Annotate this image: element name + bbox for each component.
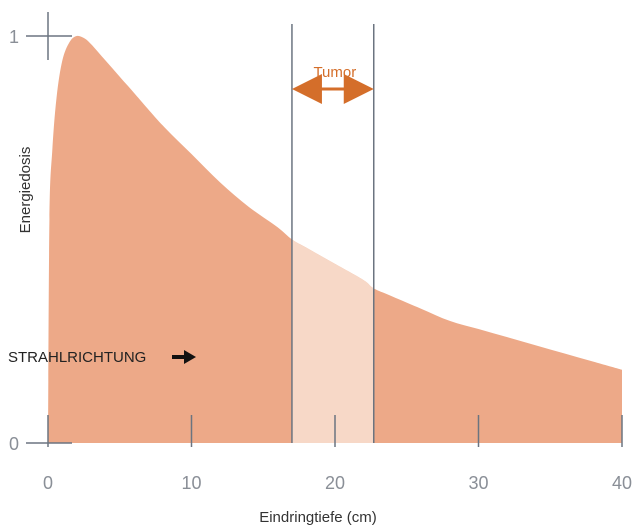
dose-area [48,35,622,443]
beam-direction-label: STRAHLRICHTUNG [8,349,146,366]
y-axis-title: Energiedosis [17,147,34,234]
x-axis-title: Eindringtiefe (cm) [259,509,377,526]
tumor-label: Tumor [313,64,356,81]
x-axis-ticks: 0 10 20 30 40 [43,415,632,493]
x-tick-label: 30 [468,473,488,493]
x-tick-label: 40 [612,473,632,493]
y-tick-label: 1 [9,27,19,47]
y-axis-ticks: 01 [9,12,72,454]
x-tick-label: 10 [181,473,201,493]
x-tick-label: 0 [43,473,53,493]
beam-direction-arrow-icon [172,350,196,364]
tumor-region-highlight [291,239,374,443]
x-tick-label: 20 [325,473,345,493]
y-tick-label: 0 [9,434,19,454]
